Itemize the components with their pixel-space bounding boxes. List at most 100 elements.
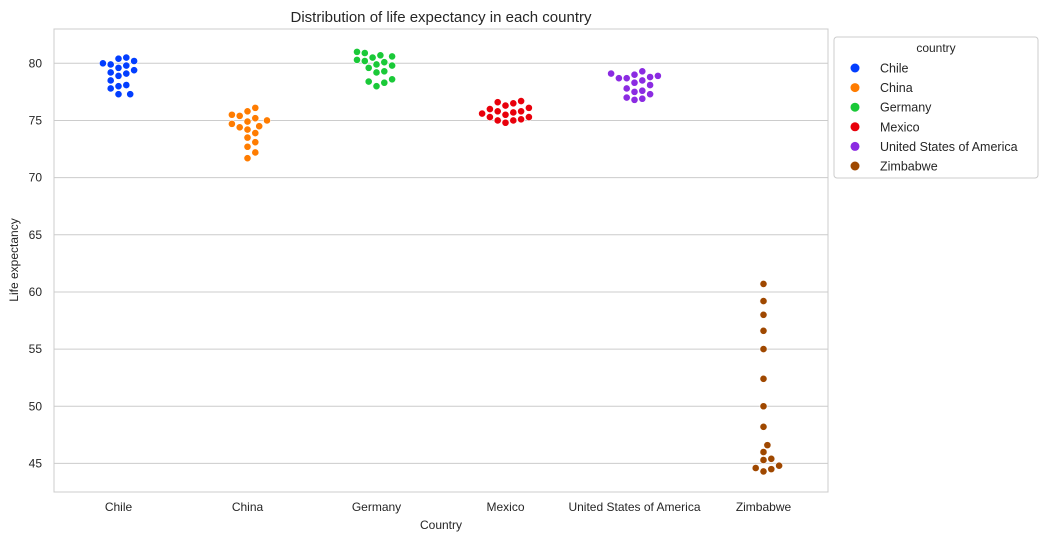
data-point-chile bbox=[114, 63, 123, 72]
data-point-germany bbox=[388, 75, 396, 84]
data-point-china bbox=[251, 138, 260, 147]
data-point-zimbabwe bbox=[759, 422, 768, 431]
data-point-chile bbox=[122, 69, 131, 78]
y-tick-label: 60 bbox=[29, 285, 43, 299]
data-point-united-states-of-america bbox=[638, 86, 647, 95]
data-point-zimbabwe bbox=[751, 464, 760, 472]
data-point-germany bbox=[380, 58, 389, 67]
data-point-united-states-of-america bbox=[646, 73, 654, 81]
data-point-china bbox=[251, 129, 260, 137]
data-point-china bbox=[243, 117, 252, 126]
data-point-chile bbox=[130, 66, 138, 75]
data-point-china bbox=[243, 142, 252, 151]
data-point-mexico bbox=[485, 113, 494, 121]
y-tick-labels: 45 50 55 60 65 70 75 80 bbox=[29, 56, 43, 470]
y-tick-label: 50 bbox=[29, 399, 43, 413]
y-tick-label: 45 bbox=[29, 456, 43, 470]
data-point-germany bbox=[353, 55, 361, 64]
data-point-united-states-of-america bbox=[630, 78, 639, 87]
legend-label: United States of America bbox=[880, 140, 1018, 154]
data-point-chile bbox=[130, 57, 138, 65]
y-axis-label: Life expectancy bbox=[7, 218, 21, 301]
data-point-china bbox=[243, 154, 252, 163]
data-point-mexico bbox=[509, 99, 518, 108]
data-point-germany bbox=[372, 68, 381, 77]
data-point-chile bbox=[126, 90, 135, 99]
x-axis-label: Country bbox=[420, 518, 462, 532]
data-point-germany bbox=[388, 52, 396, 61]
data-point-chile bbox=[114, 90, 123, 99]
data-point-zimbabwe bbox=[759, 280, 768, 288]
data-point-chile bbox=[114, 54, 123, 63]
y-tick-label: 65 bbox=[29, 228, 43, 242]
y-tick-label: 75 bbox=[29, 113, 43, 127]
y-tick-label: 55 bbox=[29, 342, 43, 356]
data-point-china bbox=[263, 116, 271, 125]
data-point-chile bbox=[106, 60, 115, 69]
y-tick-label: 70 bbox=[29, 171, 43, 185]
legend-label: Chile bbox=[880, 62, 909, 76]
plot-frame bbox=[53, 28, 829, 493]
data-point-china bbox=[251, 103, 260, 112]
chart-title: Distribution of life expectancy in each … bbox=[291, 9, 592, 26]
legend-marker bbox=[850, 102, 860, 112]
data-point-germany bbox=[368, 53, 377, 62]
data-point-germany bbox=[364, 77, 373, 86]
data-point-germany bbox=[380, 67, 389, 76]
data-point-zimbabwe bbox=[759, 310, 768, 319]
data-point-zimbabwe bbox=[775, 461, 783, 470]
data-point-mexico bbox=[525, 113, 533, 121]
data-point-germany bbox=[388, 61, 396, 70]
data-point-mexico bbox=[517, 97, 525, 105]
data-point-zimbabwe bbox=[759, 448, 768, 456]
data-point-germany bbox=[376, 51, 385, 60]
legend: country Chile China Germany Mexico United St… bbox=[833, 36, 1039, 179]
legend-marker bbox=[850, 161, 860, 171]
data-point-united-states-of-america bbox=[630, 87, 639, 96]
data-point-zimbabwe bbox=[759, 456, 768, 464]
data-point-chile bbox=[122, 81, 131, 89]
x-tick-label: Germany bbox=[352, 500, 401, 514]
x-tick-label: Chile bbox=[105, 500, 133, 514]
grid-lines bbox=[54, 62, 828, 464]
data-point-china bbox=[251, 148, 260, 157]
data-point-united-states-of-america bbox=[646, 81, 654, 89]
data-point-germany bbox=[372, 82, 381, 91]
legend-label: Mexico bbox=[880, 120, 920, 134]
data-point-chile bbox=[114, 82, 123, 91]
data-point-zimbabwe bbox=[759, 402, 768, 411]
data-point-mexico bbox=[517, 115, 525, 124]
y-tick-label: 80 bbox=[29, 56, 43, 70]
data-point-united-states-of-america bbox=[638, 76, 647, 85]
data-point-chile bbox=[114, 71, 123, 80]
data-point-zimbabwe bbox=[759, 326, 768, 335]
data-point-mexico bbox=[493, 98, 502, 107]
data-point-united-states-of-america bbox=[646, 90, 654, 99]
data-point-mexico bbox=[509, 116, 518, 125]
data-point-mexico bbox=[478, 109, 486, 118]
data-point-china bbox=[251, 114, 260, 123]
x-tick-label: Zimbabwe bbox=[736, 500, 792, 514]
data-point-zimbabwe bbox=[759, 297, 768, 305]
data-point-chile bbox=[99, 59, 107, 68]
legend-label: China bbox=[880, 81, 913, 95]
data-point-chile bbox=[106, 84, 115, 93]
data-point-mexico bbox=[501, 110, 510, 119]
data-point-china bbox=[243, 125, 252, 134]
data-point-mexico bbox=[493, 107, 502, 116]
x-tick-label: United States of America bbox=[568, 500, 700, 514]
data-point-united-states-of-america bbox=[622, 74, 631, 83]
data-point-united-states-of-america bbox=[630, 95, 639, 104]
data-point-china bbox=[243, 107, 252, 116]
data-point-zimbabwe bbox=[767, 454, 776, 463]
data-point-mexico bbox=[485, 105, 494, 113]
x-tick-label: China bbox=[232, 500, 264, 514]
data-point-germany bbox=[360, 57, 369, 65]
data-point-united-states-of-america bbox=[638, 67, 647, 76]
legend-marker bbox=[850, 141, 860, 151]
data-point-china bbox=[235, 111, 244, 120]
legend-box bbox=[833, 36, 1039, 179]
data-point-zimbabwe bbox=[759, 345, 768, 353]
data-point-china bbox=[227, 110, 236, 119]
